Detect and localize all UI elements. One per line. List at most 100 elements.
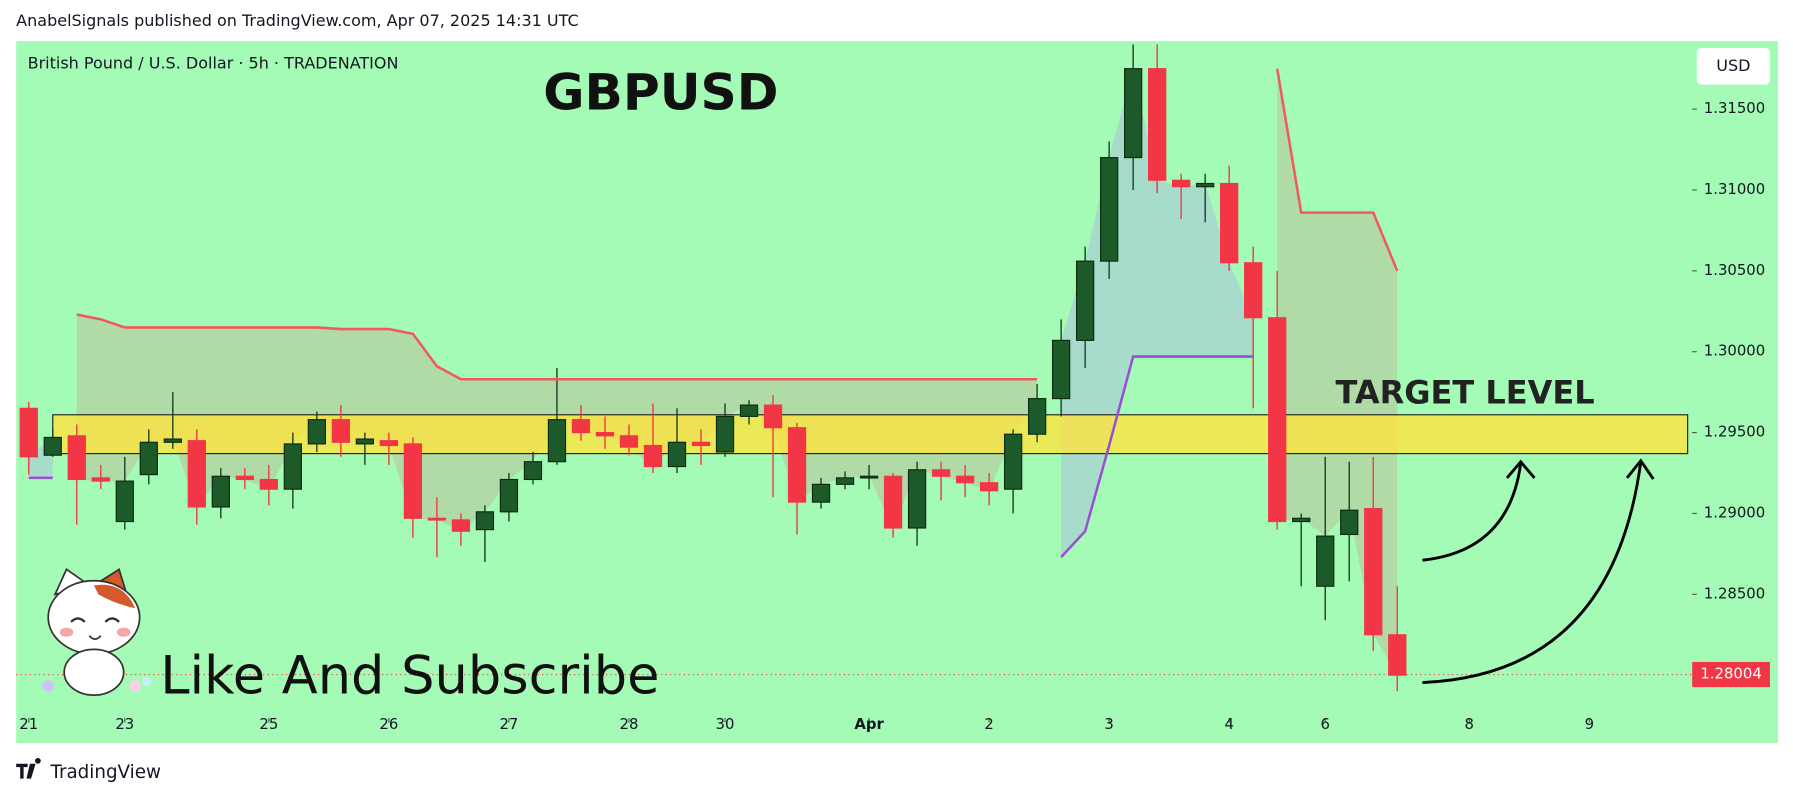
candle-body bbox=[595, 432, 615, 437]
last-price-label: 1.28004 bbox=[1700, 665, 1761, 683]
x-tick-label: Apr bbox=[854, 715, 884, 733]
candle-body bbox=[451, 519, 471, 532]
candle-body bbox=[1316, 535, 1335, 587]
candle-body bbox=[667, 441, 687, 468]
candle-body bbox=[163, 438, 182, 443]
candle-body bbox=[883, 475, 903, 529]
currency-label: USD bbox=[1716, 56, 1750, 75]
brand: TradingView bbox=[16, 757, 161, 783]
candle-body bbox=[283, 443, 303, 490]
candle-body bbox=[931, 469, 951, 477]
candle-body bbox=[1244, 262, 1263, 319]
candle-body bbox=[235, 475, 254, 481]
candle-body bbox=[1027, 398, 1047, 435]
y-tick-label: 1.28500 bbox=[1704, 584, 1765, 602]
brand-name: TradingView bbox=[49, 762, 161, 783]
subscribe-text: Like And Subscribe bbox=[160, 646, 659, 707]
publish-info: AnabelSignals published on TradingView.c… bbox=[16, 11, 578, 30]
candle-body bbox=[1292, 517, 1311, 523]
candle-body bbox=[811, 483, 831, 503]
arrow-head bbox=[1505, 459, 1536, 479]
upper-line bbox=[76, 313, 1038, 381]
candle-body bbox=[1075, 260, 1095, 341]
candle-body bbox=[187, 440, 206, 508]
y-tick-label: 1.30000 bbox=[1704, 342, 1765, 360]
candle-body bbox=[619, 435, 639, 448]
cat-sticker bbox=[42, 568, 152, 696]
candle-body bbox=[907, 469, 927, 529]
arrow-head bbox=[1625, 458, 1655, 480]
candle-body bbox=[1364, 508, 1383, 636]
x-tick-label: 26 bbox=[379, 715, 398, 733]
candle-body bbox=[475, 511, 495, 531]
target-label: TARGET LEVEL bbox=[1336, 373, 1595, 411]
candle-body bbox=[499, 478, 519, 513]
candle-body bbox=[403, 443, 423, 519]
x-tick-label: 6 bbox=[1320, 715, 1329, 733]
x-tick-label: 2 bbox=[984, 715, 993, 733]
y-tick-label: 1.29000 bbox=[1704, 503, 1765, 521]
chart-title: GBPUSD bbox=[543, 63, 778, 122]
candle-body bbox=[571, 419, 591, 434]
candle-body bbox=[115, 480, 134, 523]
candle-body bbox=[1172, 179, 1191, 188]
x-tick-label: 27 bbox=[499, 715, 518, 733]
x-tick-label: 3 bbox=[1104, 715, 1113, 733]
candle-body bbox=[835, 477, 855, 485]
candle-body bbox=[379, 440, 399, 447]
arrow bbox=[1422, 461, 1643, 684]
candle-body bbox=[355, 438, 375, 445]
symbol-info: British Pound / U.S. Dollar · 5h · TRADE… bbox=[28, 54, 399, 73]
candle-body bbox=[1051, 339, 1071, 400]
candle-body bbox=[1340, 509, 1359, 536]
candle-body bbox=[859, 475, 879, 479]
x-tick-label: 28 bbox=[620, 715, 639, 733]
x-tick-label: 23 bbox=[115, 715, 134, 733]
candle-body bbox=[739, 404, 759, 417]
upper-line bbox=[1275, 68, 1399, 272]
candle-body bbox=[67, 435, 86, 481]
candle-body bbox=[91, 477, 110, 482]
x-tick-label: 4 bbox=[1224, 715, 1233, 733]
x-tick-label: 30 bbox=[716, 715, 735, 733]
candle-body bbox=[763, 404, 783, 429]
currency-box bbox=[1696, 48, 1770, 85]
candle-body bbox=[691, 441, 711, 447]
chart-background bbox=[16, 41, 1778, 744]
y-tick-label: 1.31500 bbox=[1704, 99, 1765, 117]
y-tick-label: 1.31000 bbox=[1704, 180, 1765, 198]
candle-body bbox=[43, 436, 62, 456]
candle-body bbox=[1124, 68, 1143, 159]
candle-body bbox=[715, 415, 735, 453]
candle-body bbox=[307, 419, 327, 445]
x-tick-label: 9 bbox=[1585, 715, 1594, 733]
candle-body bbox=[787, 427, 807, 503]
candle-body bbox=[1268, 317, 1287, 523]
candle-body bbox=[139, 441, 158, 476]
candle-body bbox=[643, 444, 663, 468]
candle-body bbox=[19, 407, 38, 458]
arrow bbox=[1422, 462, 1523, 562]
candle-body bbox=[1003, 433, 1023, 490]
lower-line bbox=[1060, 355, 1254, 558]
y-tick-label: 1.30500 bbox=[1704, 261, 1765, 279]
candle-body bbox=[1148, 68, 1167, 181]
candle-body bbox=[331, 419, 351, 443]
y-tick-label: 1.29500 bbox=[1704, 423, 1765, 441]
candle-body bbox=[427, 517, 447, 521]
candle-body bbox=[955, 475, 975, 484]
last-price-box bbox=[1692, 661, 1770, 688]
x-tick-label: 25 bbox=[259, 715, 278, 733]
plot: 1.28500 1.29000 1.29500 1.30000 1.30500 1.310… bbox=[16, 44, 1770, 733]
candle-body bbox=[1100, 157, 1119, 262]
candle-body bbox=[547, 419, 567, 463]
candle-body bbox=[1196, 182, 1215, 188]
candle-body bbox=[1220, 182, 1239, 264]
x-tick-label: 8 bbox=[1465, 715, 1474, 733]
candle-body bbox=[259, 478, 278, 490]
candle-body bbox=[1388, 634, 1407, 676]
candle-body bbox=[523, 461, 543, 481]
candle-body bbox=[979, 482, 999, 492]
